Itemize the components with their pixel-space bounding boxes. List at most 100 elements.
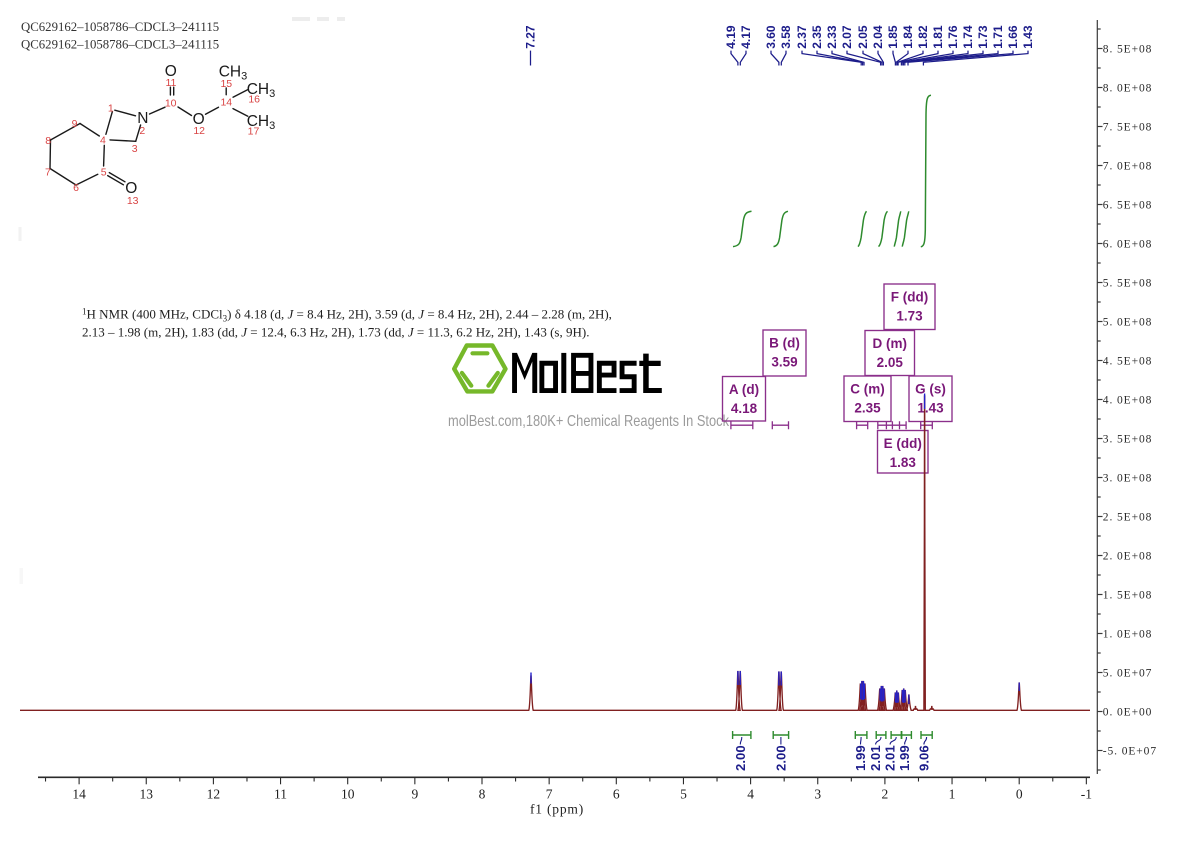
svg-text:2.35: 2.35: [854, 401, 881, 416]
svg-text:1.99: 1.99: [897, 745, 912, 771]
svg-text:12: 12: [193, 125, 205, 137]
svg-text:5. 0E+07: 5. 0E+07: [1103, 668, 1152, 680]
svg-text:1.43: 1.43: [1021, 25, 1035, 49]
svg-text:7: 7: [45, 166, 51, 178]
svg-text:1.99: 1.99: [853, 745, 868, 771]
svg-text:2. 0E+08: 2. 0E+08: [1103, 551, 1152, 563]
svg-text:8. 0E+08: 8. 0E+08: [1103, 83, 1152, 95]
svg-text:N: N: [137, 110, 148, 127]
svg-text:QC629162–1058786–CDCL3–241115: QC629162–1058786–CDCL3–241115: [21, 38, 219, 52]
svg-text:0: 0: [1016, 786, 1023, 801]
svg-text:10: 10: [341, 786, 355, 801]
svg-text:8: 8: [45, 135, 51, 147]
svg-text:12: 12: [207, 786, 221, 801]
svg-text:molBest.com,180K+ Chemical Rea: molBest.com,180K+ Chemical Reagents In S…: [448, 413, 730, 430]
svg-text:5. 5E+08: 5. 5E+08: [1103, 278, 1152, 290]
svg-text:15: 15: [220, 78, 232, 90]
svg-text:8. 5E+08: 8. 5E+08: [1103, 44, 1152, 56]
svg-text:2: 2: [139, 125, 145, 137]
svg-text:7. 5E+08: 7. 5E+08: [1103, 122, 1152, 134]
svg-text:O: O: [125, 180, 137, 197]
svg-text:2.35: 2.35: [810, 25, 824, 49]
svg-text:1H NMR (400 MHz, CDCl3) δ 4.18: 1H NMR (400 MHz, CDCl3) δ 4.18 (d, J = 8…: [82, 307, 612, 324]
svg-text:2.13 – 1.98 (m, 2H), 1.83 (dd,: 2.13 – 1.98 (m, 2H), 1.83 (dd, J = 12.4,…: [82, 325, 589, 340]
svg-text:-1: -1: [1081, 786, 1092, 801]
svg-text:14: 14: [72, 786, 86, 801]
svg-text:-5. 0E+07: -5. 0E+07: [1103, 746, 1157, 758]
svg-text:1: 1: [108, 102, 114, 114]
svg-text:1.85: 1.85: [886, 25, 900, 49]
svg-text:13: 13: [140, 786, 154, 801]
svg-text:2.05: 2.05: [877, 355, 904, 370]
svg-text:5: 5: [101, 167, 107, 179]
svg-text:1.66: 1.66: [1006, 25, 1020, 49]
svg-text:17: 17: [248, 125, 260, 137]
svg-text:2.01: 2.01: [868, 745, 883, 771]
svg-text:0. 0E+00: 0. 0E+00: [1103, 707, 1152, 719]
svg-text:D (m): D (m): [873, 336, 908, 351]
svg-text:CH3: CH3: [219, 64, 248, 83]
svg-text:2.33: 2.33: [825, 25, 839, 49]
svg-text:C (m): C (m): [850, 382, 885, 397]
svg-text:4.17: 4.17: [739, 25, 753, 49]
svg-text:2.37: 2.37: [795, 25, 809, 49]
svg-text:2.00: 2.00: [773, 745, 788, 771]
svg-text:2.01: 2.01: [883, 745, 898, 771]
svg-text:14: 14: [220, 97, 232, 109]
svg-text:3.60: 3.60: [764, 25, 778, 49]
svg-text:8: 8: [479, 786, 486, 801]
svg-text:16: 16: [248, 93, 260, 105]
svg-text:11: 11: [274, 786, 287, 801]
svg-text:O: O: [193, 111, 205, 128]
svg-text:4: 4: [100, 135, 106, 147]
svg-text:1.84: 1.84: [901, 25, 915, 49]
svg-text:2. 5E+08: 2. 5E+08: [1103, 512, 1152, 524]
svg-text:2.07: 2.07: [840, 25, 854, 49]
svg-text:A (d): A (d): [729, 382, 759, 397]
svg-text:11: 11: [165, 77, 176, 89]
svg-text:1. 0E+08: 1. 0E+08: [1103, 629, 1152, 641]
svg-text:2: 2: [882, 786, 889, 801]
svg-text:10: 10: [165, 97, 177, 109]
svg-text:4. 0E+08: 4. 0E+08: [1103, 395, 1152, 407]
svg-text:6: 6: [73, 182, 79, 194]
svg-text:1.71: 1.71: [991, 25, 1005, 49]
svg-text:G (s): G (s): [915, 382, 946, 397]
svg-text:5. 0E+08: 5. 0E+08: [1103, 317, 1152, 329]
svg-text:2.04: 2.04: [871, 25, 885, 49]
svg-text:4: 4: [747, 786, 754, 801]
svg-text:O: O: [165, 63, 177, 80]
svg-text:1.73: 1.73: [976, 25, 990, 49]
svg-text:9: 9: [411, 786, 418, 801]
svg-text:CH3: CH3: [247, 81, 276, 100]
svg-text:3.58: 3.58: [779, 25, 793, 49]
svg-text:1.82: 1.82: [916, 25, 930, 49]
svg-text:2.05: 2.05: [856, 25, 870, 49]
svg-text:9.06: 9.06: [916, 745, 931, 771]
svg-text:7.27: 7.27: [524, 25, 538, 49]
svg-text:2.00: 2.00: [733, 745, 748, 771]
svg-text:3: 3: [132, 143, 138, 155]
svg-text:5: 5: [680, 786, 687, 801]
svg-text:3. 0E+08: 3. 0E+08: [1103, 473, 1152, 485]
svg-text:QC629162–1058786–CDCL3–241115: QC629162–1058786–CDCL3–241115: [21, 20, 219, 34]
svg-text:CH3: CH3: [247, 113, 276, 132]
svg-text:7: 7: [546, 786, 553, 801]
svg-text:1.43: 1.43: [917, 401, 944, 416]
svg-text:3. 5E+08: 3. 5E+08: [1103, 434, 1152, 446]
svg-text:4. 5E+08: 4. 5E+08: [1103, 356, 1152, 368]
svg-text:1. 5E+08: 1. 5E+08: [1103, 590, 1152, 602]
svg-text:6: 6: [613, 786, 620, 801]
svg-text:13: 13: [127, 195, 139, 207]
svg-text:3: 3: [814, 786, 821, 801]
svg-text:1: 1: [949, 786, 956, 801]
svg-text:B (d): B (d): [769, 336, 800, 351]
svg-text:1.76: 1.76: [946, 25, 960, 49]
svg-text:9: 9: [72, 118, 78, 130]
svg-text:6. 5E+08: 6. 5E+08: [1103, 200, 1152, 212]
svg-text:1.81: 1.81: [931, 25, 945, 49]
svg-text:3.59: 3.59: [771, 355, 797, 370]
svg-text:1.74: 1.74: [961, 25, 975, 49]
svg-text:f1 (ppm): f1 (ppm): [530, 801, 584, 816]
svg-text:4.18: 4.18: [731, 401, 758, 416]
